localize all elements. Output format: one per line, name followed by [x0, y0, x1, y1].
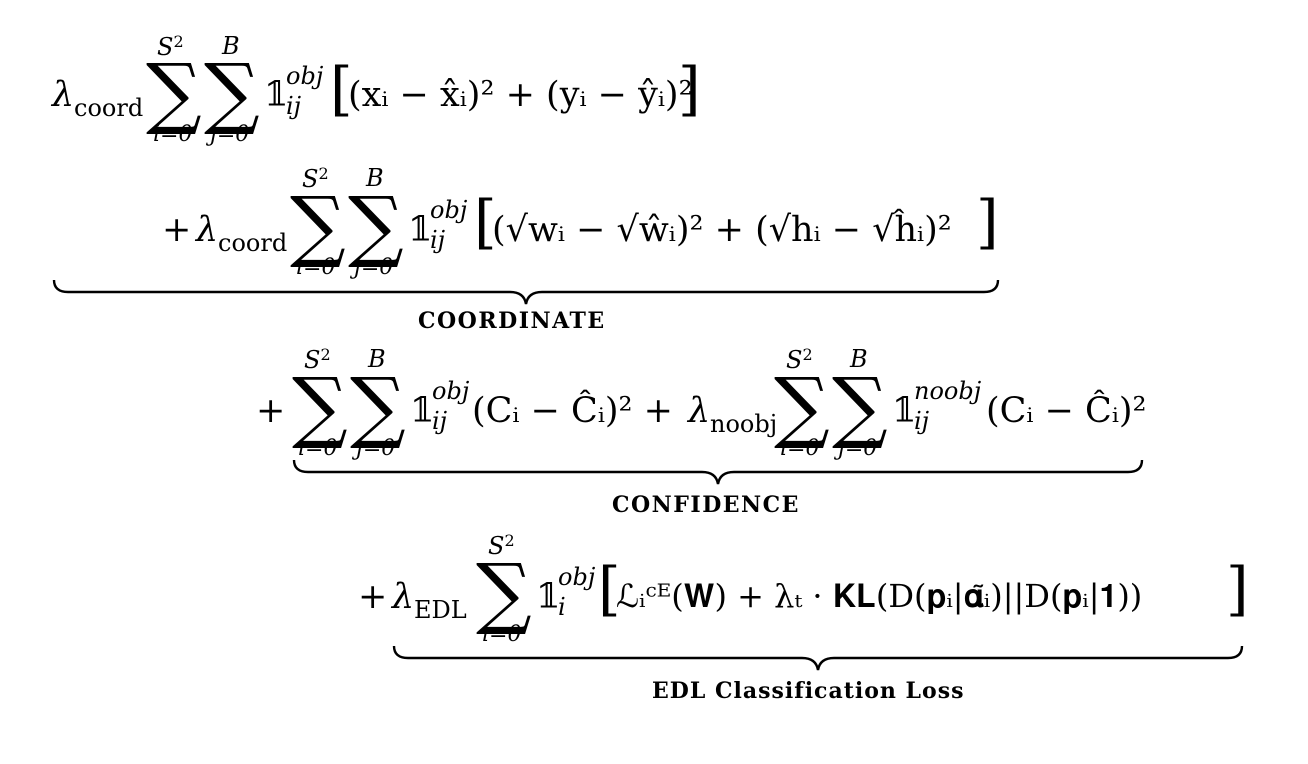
sum-upper-limit: B [850, 345, 868, 373]
plus-sign: + [162, 210, 192, 250]
indicator-symbol: 𝟙 [408, 210, 433, 250]
summation-symbol: ∑ [292, 362, 348, 452]
lambda-subscript: coord [74, 94, 144, 122]
indicator-subscript: i [558, 593, 566, 621]
confidence-underbrace [292, 459, 1144, 485]
lambda-subscript: EDL [414, 596, 467, 624]
summation-symbol: ∑ [774, 362, 830, 452]
lambda-symbol: λ [52, 75, 75, 115]
sum-upper-limit: S2 [302, 164, 329, 193]
summation-symbol: ∑ [350, 362, 406, 452]
left-bracket: [ [598, 555, 621, 623]
sum-upper-limit: S2 [304, 345, 331, 374]
indicator-subscript: ij [430, 226, 446, 254]
indicator-symbol: 𝟙 [892, 391, 917, 431]
edl-loss-term: ℒᵢᶜᴱ(𝐖) + λₜ · 𝐊𝐋(D(𝐩ᵢ|𝛂̃ᵢ)||D(𝐩ᵢ|𝟏)) [616, 577, 1143, 615]
indicator-subscript: ij [432, 407, 448, 435]
coordinate-underbrace [52, 279, 1000, 305]
indicator-symbol: 𝟙 [264, 75, 289, 115]
sum-upper-limit: S2 [786, 345, 813, 374]
sum-upper-limit: S2 [157, 32, 184, 61]
plus-sign: + [256, 391, 286, 431]
left-bracket: [ [474, 188, 497, 256]
sum-lower-limit: i=0 [780, 436, 820, 461]
sum-lower-limit: j=0 [210, 122, 250, 147]
coord-xy-term: (xᵢ − x̂ᵢ)² + (yᵢ − ŷᵢ)² [348, 75, 693, 115]
left-bracket: [ [330, 55, 353, 123]
edl-label: EDL Classification Loss [652, 678, 965, 704]
summation-symbol: ∑ [146, 48, 202, 138]
sum-upper-limit: S2 [488, 531, 515, 560]
indicator-superscript: noobj [914, 377, 982, 405]
sum-upper-limit: B [366, 164, 384, 192]
summation-symbol: ∑ [290, 181, 346, 271]
indicator-symbol: 𝟙 [410, 391, 435, 431]
sum-upper-limit: B [222, 32, 240, 60]
sum-upper-limit: B [368, 345, 386, 373]
summation-symbol: ∑ [348, 181, 404, 271]
indicator-superscript: obj [432, 377, 470, 405]
confidence-label: CONFIDENCE [612, 492, 800, 518]
indicator-superscript: obj [430, 196, 468, 224]
lambda-subscript: noobj [710, 410, 778, 438]
sum-lower-limit: i=0 [296, 255, 336, 280]
indicator-superscript: obj [286, 62, 324, 90]
lambda-symbol: λ [196, 210, 219, 250]
sum-lower-limit: j=0 [356, 436, 396, 461]
right-bracket: ] [1226, 555, 1249, 623]
lambda-subscript: coord [218, 229, 288, 257]
confidence-obj-term: (Cᵢ − Ĉᵢ)² + [472, 391, 674, 431]
indicator-subscript: ij [286, 92, 302, 120]
plus-sign: + [358, 577, 388, 617]
right-bracket: ] [678, 55, 701, 123]
indicator-superscript: obj [558, 563, 596, 591]
edl-underbrace [392, 645, 1244, 671]
indicator-subscript: ij [914, 407, 930, 435]
sum-lower-limit: i=0 [482, 622, 522, 647]
right-bracket: ] [976, 188, 999, 256]
summation-symbol: ∑ [204, 48, 260, 138]
coord-wh-term: (√wᵢ − √ŵᵢ)² + (√hᵢ − √ĥᵢ)² [492, 210, 952, 250]
sum-lower-limit: i=0 [153, 122, 193, 147]
indicator-symbol: 𝟙 [536, 577, 561, 617]
lambda-symbol: λ [688, 391, 711, 431]
summation-symbol: ∑ [832, 362, 888, 452]
lambda-symbol: λ [392, 577, 415, 617]
sum-lower-limit: i=0 [298, 436, 338, 461]
confidence-noobj-term: (Cᵢ − Ĉᵢ)² [986, 391, 1147, 431]
sum-lower-limit: j=0 [354, 255, 394, 280]
sum-lower-limit: j=0 [838, 436, 878, 461]
summation-symbol: ∑ [476, 548, 532, 638]
coordinate-label: COORDINATE [418, 308, 606, 334]
